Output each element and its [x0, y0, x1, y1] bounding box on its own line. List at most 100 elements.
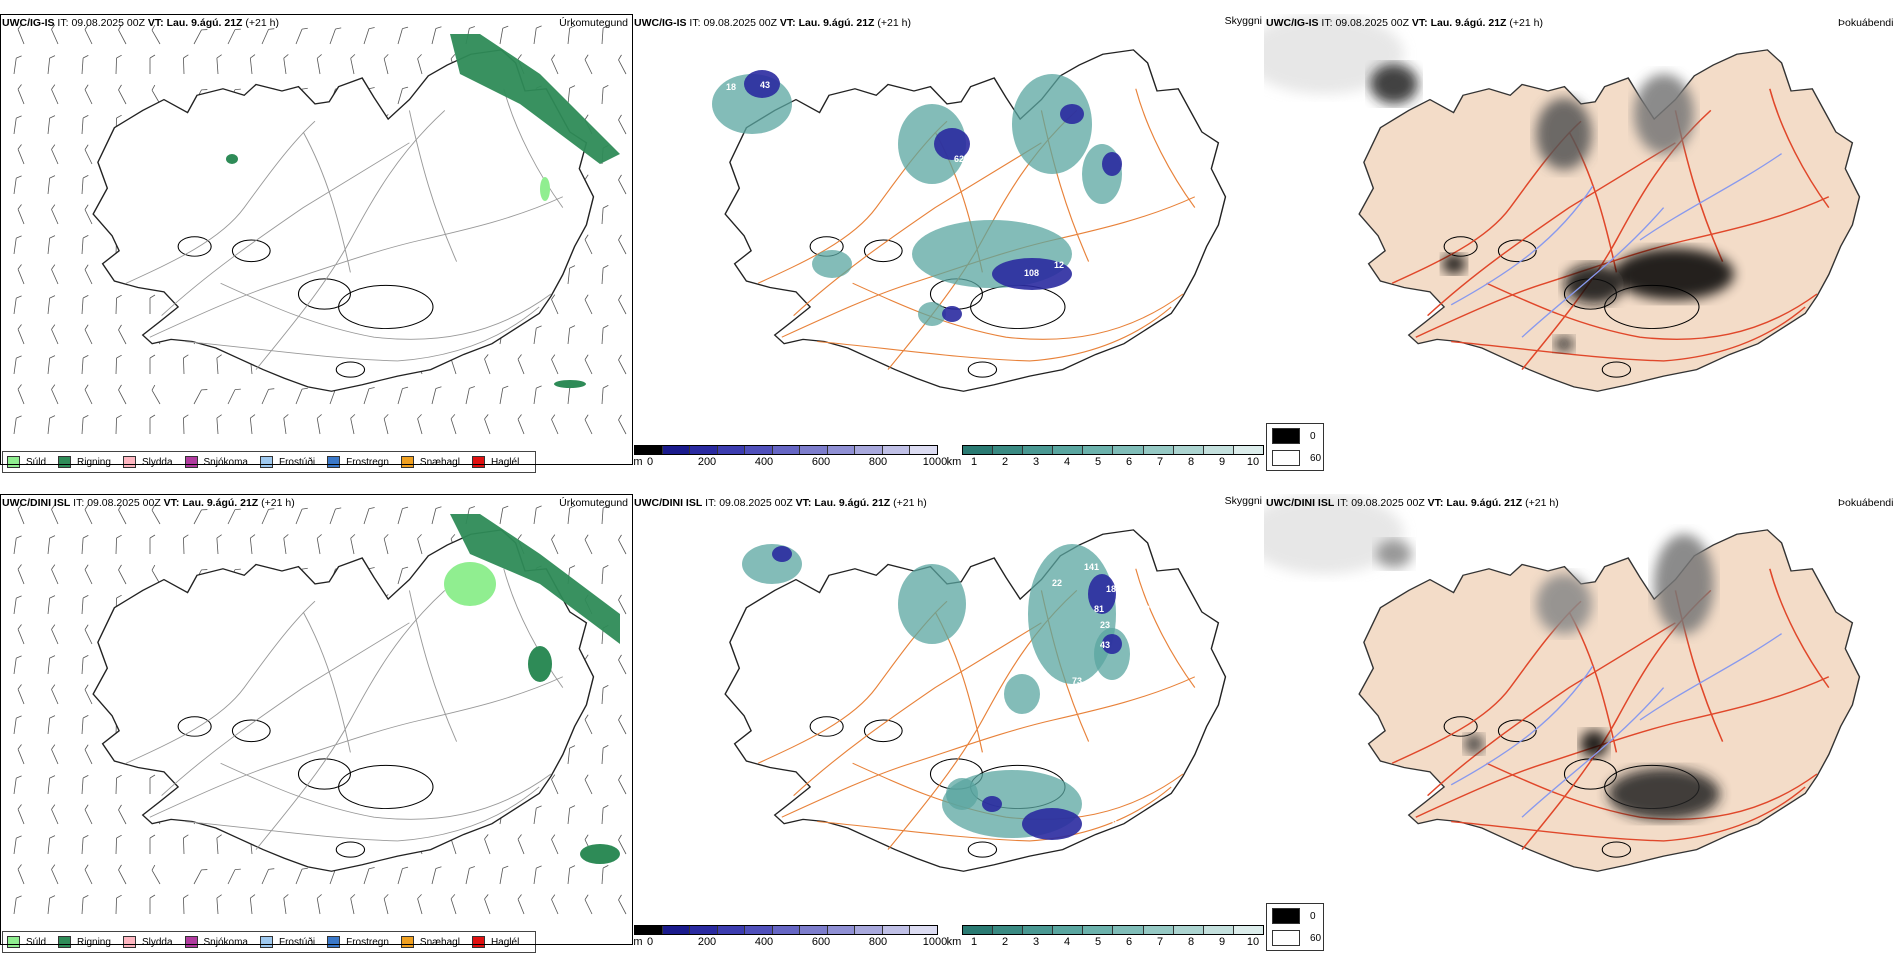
colorbar-cell [993, 926, 1024, 934]
colorbar-cell [745, 926, 773, 934]
visibility-label: 78 [1144, 256, 1154, 266]
legend-item: Rigning [58, 456, 111, 468]
legend-label: Snjókoma [203, 456, 248, 468]
legend-swatch [1272, 428, 1300, 444]
legend-swatch [471, 936, 485, 948]
visibility-label: 141 [1084, 562, 1099, 572]
tick-label: 600 [811, 456, 831, 468]
legend-label: Snæhagl [419, 456, 460, 468]
legend-label: Frostregn [346, 936, 389, 948]
colorbar-cell [772, 446, 801, 454]
panel-title: Þokuábendi [1838, 17, 1894, 29]
legend-label: Rigning [77, 936, 111, 948]
height-unit: m [633, 456, 643, 468]
tick-label: 10 [1246, 456, 1260, 468]
visibility-label: 6 [1112, 816, 1117, 826]
tick-label: 10 [1246, 936, 1260, 948]
panel-header: UWC/DINI ISL IT: 09.08.2025 00Z VT: Lau.… [634, 497, 927, 509]
tick-label: 5 [1094, 936, 1102, 948]
tick-label: 8 [1187, 456, 1195, 468]
colorbar-cell [827, 446, 856, 454]
colorbar-cell [963, 446, 994, 454]
visibility-label: 51 [1112, 744, 1122, 754]
colorbar-cell [717, 926, 746, 934]
precip-map [13, 24, 627, 435]
visibility-label: 99 [1152, 182, 1162, 192]
fog-map [1264, 14, 1861, 392]
tick-label: 6 [1125, 456, 1133, 468]
visibility-label: 53 [784, 78, 794, 88]
visibility-label: 62 [954, 154, 964, 164]
tick-label: 5 [1094, 456, 1102, 468]
legend-swatch [7, 936, 20, 948]
legend-item: Súld [7, 936, 46, 948]
legend-swatch [1272, 450, 1300, 466]
colorbar-cell [1143, 446, 1174, 454]
legend-item: Súld [7, 456, 46, 468]
legend-item: Snæhagl [400, 456, 460, 468]
tick-label: 0 [646, 936, 654, 948]
legend-item: Rigning [58, 936, 111, 948]
colorbar-cell [1113, 446, 1144, 454]
legend-swatch [471, 456, 485, 468]
visibility-label: 51 [874, 252, 884, 262]
tick-label: 1000 [922, 456, 948, 468]
legend-item: Haglél [471, 456, 520, 468]
fog-legend-item: 0 [1272, 428, 1316, 444]
legend-label: Haglél [490, 936, 520, 948]
legend-label: Súld [26, 456, 47, 468]
legend-label: Rigning [77, 456, 111, 468]
colorbar-cell [1053, 926, 1084, 934]
legend-item: Slydda [122, 456, 173, 468]
legend-item: Frostúði [259, 936, 316, 948]
panel-title: Skyggni [1224, 495, 1262, 507]
visibility-label: 108 [1024, 268, 1039, 278]
legend-swatch [122, 936, 136, 948]
legend-swatch [400, 936, 414, 948]
colorbar-cell [662, 926, 691, 934]
legend-item: Frostúði [259, 456, 315, 468]
colorbar-cell [1203, 926, 1234, 934]
km-colorbar [962, 925, 1264, 935]
panel-header: UWC/DINI ISL IT: 09.08.2025 00Z VT: Lau.… [1266, 497, 1559, 509]
visibility-label: 23 [1100, 620, 1110, 630]
km-unit: km [946, 936, 962, 948]
fog-legend-item: 0 [1272, 908, 1316, 924]
legend-item: Frostregn [327, 936, 389, 948]
tick-label: 4 [1063, 456, 1071, 468]
fog-map [1264, 494, 1861, 872]
legend-label: Haglél [490, 456, 520, 468]
km-unit: km [946, 456, 962, 468]
colorbar-cell [1023, 926, 1054, 934]
visibility-label: 22 [1052, 578, 1062, 588]
legend-item: Frostregn [327, 456, 389, 468]
precip-type-legend: Súld Rigning Slydda Snjókoma Frostúði Frostre… [2, 451, 537, 473]
tick-label: 400 [754, 456, 774, 468]
tick-label: 0 [646, 456, 654, 468]
visibility-label: 22 [1032, 536, 1042, 546]
visibility-label: 124 [1072, 284, 1087, 294]
panel-title: Þokuábendi [1838, 497, 1894, 509]
tick-label: 7 [1156, 936, 1164, 948]
panel-title: Skyggni [1224, 15, 1262, 27]
legend-label: Snæhagl [419, 936, 460, 948]
fog-legend-item: 60 [1272, 930, 1321, 946]
visibility-label: 17 [1146, 624, 1156, 634]
colorbar-cell [635, 446, 663, 454]
colorbar-cell [1113, 926, 1144, 934]
tick-label: 1000 [922, 936, 948, 948]
colorbar-cell [662, 446, 691, 454]
legend-label: Frostúði [278, 936, 316, 948]
visibility-label: 92 [1092, 128, 1102, 138]
colorbar-cell [855, 926, 883, 934]
colorbar-cell [882, 446, 911, 454]
tick-label: 2 [1001, 936, 1009, 948]
colorbar-cell [772, 926, 801, 934]
tick-label: 3 [1032, 936, 1040, 948]
colorbar-cell [800, 926, 828, 934]
colorbar-cell [1023, 446, 1054, 454]
legend-label: Súld [26, 936, 47, 948]
visibility-label: 12 [1054, 260, 1064, 270]
